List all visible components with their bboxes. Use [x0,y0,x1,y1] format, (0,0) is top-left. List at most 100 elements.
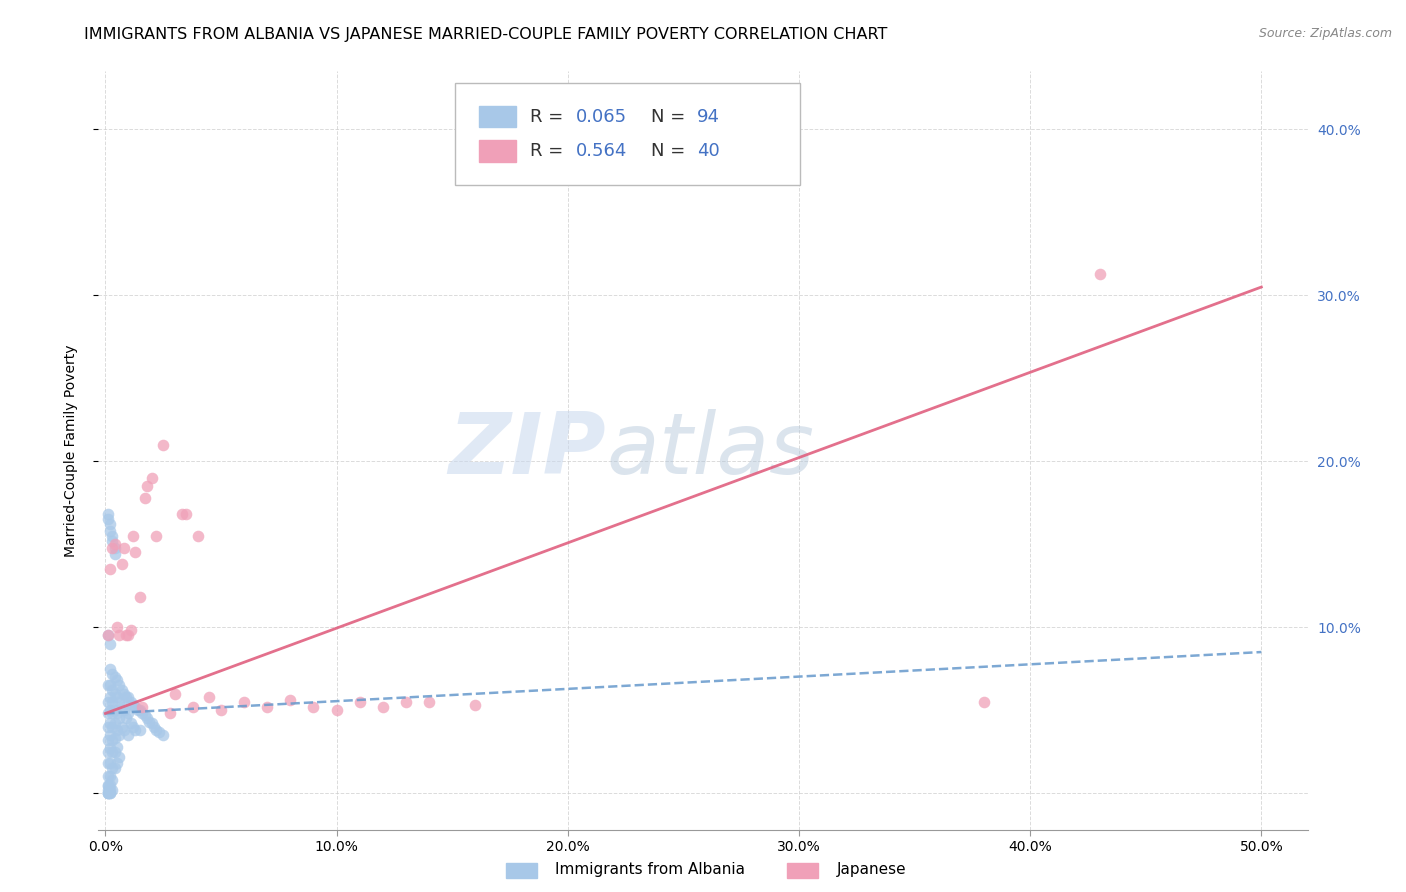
FancyBboxPatch shape [479,140,516,161]
Point [124,723,146,737]
Point [349,695,371,709]
Point [112,686,135,700]
Point [104,537,127,551]
Point [97,786,120,800]
Point [98,782,121,797]
Point [174,508,197,522]
Point [464,698,486,713]
Point [122,529,145,543]
FancyBboxPatch shape [456,83,800,186]
Point [120,624,142,638]
Point [136,711,159,725]
Point [127,703,149,717]
Text: R =: R = [530,142,569,160]
Point [104,745,127,759]
Point [101,706,124,721]
Point [110,557,132,571]
Point [97,733,120,747]
Point [101,541,124,555]
Point [104,686,127,700]
Point [97,628,120,642]
Point [181,699,204,714]
Point [98,786,121,800]
Point [159,706,181,721]
Point [134,491,156,505]
Point [120,716,142,731]
Point [163,686,186,700]
Text: 94: 94 [697,108,720,126]
Point [104,703,127,717]
Point [138,714,160,729]
Point [170,508,193,522]
Point [104,670,127,684]
Point [122,720,145,734]
Point [395,695,418,709]
Point [101,683,124,698]
Point [98,728,121,742]
Point [101,761,124,775]
Point [98,786,121,800]
Point [97,706,120,721]
Point [131,706,153,721]
Point [105,673,128,688]
Text: N =: N = [651,142,690,160]
Text: N =: N = [651,108,690,126]
Point [145,723,167,737]
Point [233,695,256,709]
Point [152,437,174,451]
Point [97,508,120,522]
Point [101,733,124,747]
FancyBboxPatch shape [479,106,516,128]
Point [98,756,121,771]
Point [110,683,132,698]
Point [98,769,121,783]
Point [104,731,127,746]
Point [120,695,142,709]
Point [97,512,120,526]
Point [98,662,121,676]
Point [98,741,121,756]
Point [1088,267,1111,281]
Point [98,637,121,651]
Point [112,703,135,717]
Point [129,723,152,737]
Point [97,678,120,692]
Point [145,529,167,543]
Point [101,666,124,681]
Point [108,728,131,742]
Point [108,749,131,764]
Point [108,678,131,692]
Point [112,541,135,555]
Point [108,711,131,725]
Point [97,720,120,734]
Point [97,628,120,642]
Point [141,471,163,485]
Point [371,699,394,714]
Point [98,716,121,731]
Point [115,711,138,725]
Point [104,761,127,775]
Point [148,724,170,739]
Point [97,745,120,759]
Point [124,545,146,559]
Point [101,720,124,734]
Text: 40: 40 [697,142,720,160]
Point [209,703,232,717]
Point [104,547,127,561]
Point [115,690,138,704]
Point [97,769,120,783]
Point [101,772,124,787]
Point [104,716,127,731]
Point [105,706,128,721]
Point [104,541,127,555]
Point [98,517,121,532]
Point [101,533,124,548]
Point [105,739,128,754]
Point [97,786,120,800]
Point [117,706,139,721]
Point [198,690,221,704]
Point [110,720,132,734]
Point [117,628,139,642]
Point [131,699,153,714]
Point [97,786,120,800]
